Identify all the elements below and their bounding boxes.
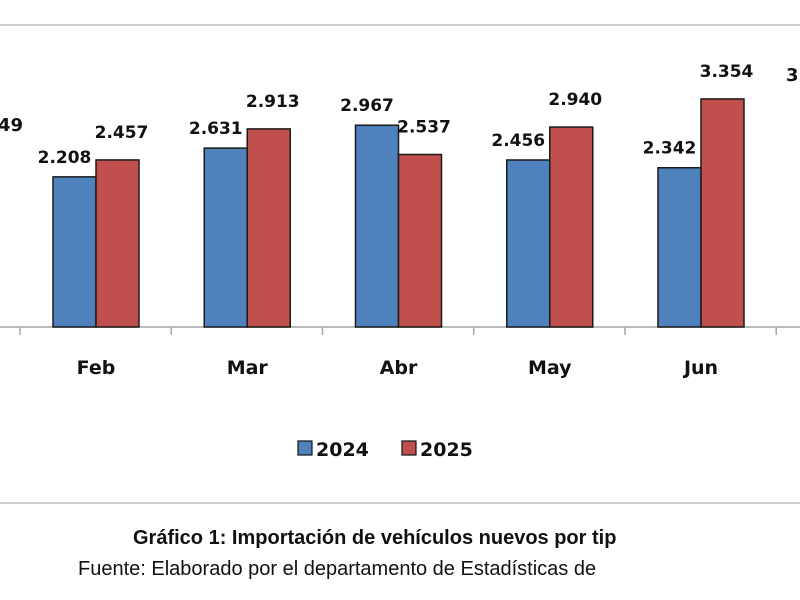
data-label-abr-2025: 2.537 bbox=[397, 117, 451, 137]
data-label-feb-2025: 2.457 bbox=[95, 123, 149, 143]
data-label-jun-2024: 2.342 bbox=[643, 139, 697, 159]
data-label-feb-2024: 2.208 bbox=[38, 148, 92, 168]
bar-may-2024 bbox=[506, 159, 551, 328]
bar-mar-2024 bbox=[203, 147, 248, 328]
x-tick-label-jun: Jun bbox=[682, 357, 718, 379]
clipped-label-right: 3 bbox=[786, 65, 799, 86]
bar-feb-2025 bbox=[95, 159, 140, 328]
legend-swatch-2025 bbox=[401, 440, 417, 456]
x-tick-label-may: May bbox=[528, 357, 572, 379]
legend-label-2025: 2025 bbox=[420, 439, 473, 461]
bar-feb-2024 bbox=[52, 176, 97, 328]
data-label-may-2025: 2.940 bbox=[548, 90, 602, 110]
legend-label-2024: 2024 bbox=[316, 439, 369, 461]
bar-mar-2025 bbox=[246, 128, 291, 328]
data-label-jun-2025: 3.354 bbox=[700, 62, 754, 82]
bar-abr-2024 bbox=[354, 124, 400, 328]
bar-jun-2024 bbox=[657, 166, 702, 328]
x-tick-label-abr: Abr bbox=[380, 357, 418, 379]
x-tick-label-feb: Feb bbox=[77, 357, 116, 379]
legend: 2024 2025 bbox=[297, 439, 473, 461]
bar-may-2025 bbox=[549, 126, 594, 328]
figure-caption-title: Gráfico 1: Importación de vehículos nuev… bbox=[133, 527, 617, 549]
data-label-mar-2024: 2.631 bbox=[189, 119, 243, 139]
data-label-mar-2025: 2.913 bbox=[246, 92, 300, 112]
bar-abr-2025 bbox=[397, 153, 443, 328]
clipped-label-left: 49 bbox=[0, 115, 23, 136]
bar-jun-2025 bbox=[700, 98, 745, 328]
x-tick-label-mar: Mar bbox=[227, 357, 269, 379]
data-label-abr-2024: 2.967 bbox=[340, 96, 394, 116]
data-label-may-2024: 2.456 bbox=[491, 131, 545, 151]
figure-caption-source: Fuente: Elaborado por el departamento de… bbox=[78, 558, 597, 580]
legend-swatch-2024 bbox=[297, 440, 313, 456]
